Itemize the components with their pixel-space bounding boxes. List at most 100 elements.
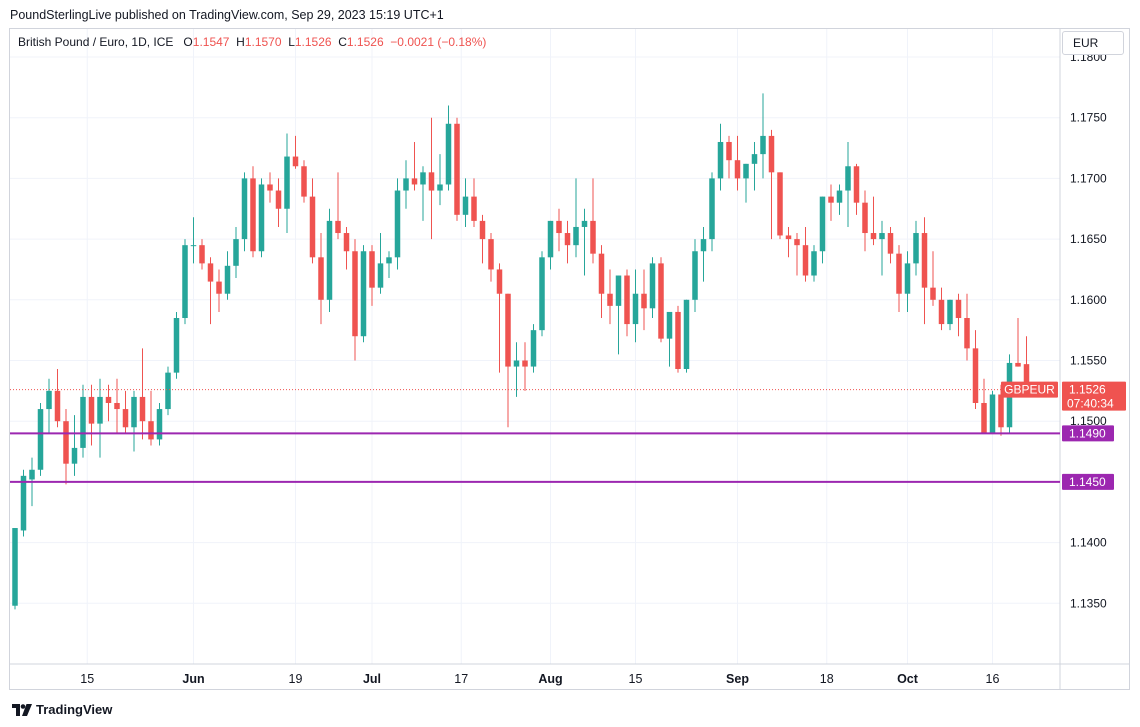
candle-body[interactable] bbox=[505, 293, 511, 367]
candle-body[interactable] bbox=[471, 196, 477, 221]
candle-body[interactable] bbox=[97, 396, 103, 424]
candle-body[interactable] bbox=[981, 402, 987, 434]
candle-body[interactable] bbox=[904, 263, 911, 294]
candle-body[interactable] bbox=[879, 233, 885, 240]
candle-body[interactable] bbox=[241, 178, 248, 240]
symbol-title[interactable]: British Pound / Euro, 1D, ICE bbox=[18, 35, 174, 49]
candle-body[interactable] bbox=[428, 172, 435, 191]
candle-body[interactable] bbox=[377, 263, 384, 288]
candle-body[interactable] bbox=[700, 239, 707, 252]
candle-body[interactable] bbox=[275, 190, 282, 209]
candle-body[interactable] bbox=[632, 293, 639, 325]
candle-body[interactable] bbox=[360, 251, 367, 337]
candle-body[interactable] bbox=[301, 166, 307, 197]
candle-body[interactable] bbox=[369, 251, 375, 288]
candle-body[interactable] bbox=[479, 220, 486, 240]
candle-body[interactable] bbox=[938, 299, 945, 325]
candle-body[interactable] bbox=[666, 311, 673, 339]
candle-body[interactable] bbox=[998, 394, 1004, 428]
candle-body[interactable] bbox=[887, 233, 894, 254]
candle-body[interactable] bbox=[114, 402, 120, 410]
candle-body[interactable] bbox=[828, 196, 834, 203]
candle-body[interactable] bbox=[802, 245, 809, 276]
candle-body[interactable] bbox=[437, 184, 443, 191]
candle-body[interactable] bbox=[216, 281, 222, 294]
candle-body[interactable] bbox=[454, 123, 460, 215]
candle-body[interactable] bbox=[989, 394, 996, 434]
candle-body[interactable] bbox=[590, 220, 596, 254]
candle-body[interactable] bbox=[63, 421, 69, 464]
candle-body[interactable] bbox=[46, 390, 52, 410]
candle-body[interactable] bbox=[318, 257, 324, 300]
candle-body[interactable] bbox=[37, 409, 44, 470]
candle-body[interactable] bbox=[12, 528, 18, 606]
candle-body[interactable] bbox=[607, 293, 613, 306]
candle-body[interactable] bbox=[1023, 364, 1030, 390]
candle-body[interactable] bbox=[649, 263, 656, 309]
candle-body[interactable] bbox=[530, 330, 537, 367]
candle-body[interactable] bbox=[54, 390, 61, 422]
candle-body[interactable] bbox=[522, 360, 528, 367]
candle-body[interactable] bbox=[624, 275, 630, 325]
candle-body[interactable] bbox=[190, 245, 197, 247]
candle-body[interactable] bbox=[615, 275, 622, 306]
candle-body[interactable] bbox=[250, 178, 256, 252]
candle-body[interactable] bbox=[556, 220, 562, 234]
candle-body[interactable] bbox=[836, 190, 843, 203]
candle-body[interactable] bbox=[777, 172, 783, 236]
candle-body[interactable] bbox=[233, 239, 239, 266]
candle-body[interactable] bbox=[182, 245, 188, 319]
candle-body[interactable] bbox=[743, 163, 749, 179]
candle-body[interactable] bbox=[972, 348, 979, 403]
candle-body[interactable] bbox=[658, 263, 664, 339]
candle-body[interactable] bbox=[896, 253, 902, 294]
candle-body[interactable] bbox=[462, 196, 469, 215]
candle-body[interactable] bbox=[709, 178, 715, 240]
candle-body[interactable] bbox=[547, 220, 554, 258]
candle-body[interactable] bbox=[862, 202, 868, 234]
candle-body[interactable] bbox=[88, 396, 95, 424]
candle-body[interactable] bbox=[564, 233, 571, 246]
candle-body[interactable] bbox=[131, 396, 137, 428]
candle-body[interactable] bbox=[420, 172, 426, 185]
candle-body[interactable] bbox=[539, 257, 545, 331]
candle-body[interactable] bbox=[80, 396, 86, 448]
candle-body[interactable] bbox=[794, 239, 800, 246]
currency-button[interactable]: EUR bbox=[1062, 31, 1124, 55]
candle-body[interactable] bbox=[947, 299, 953, 325]
candle-body[interactable] bbox=[683, 299, 690, 369]
candle-body[interactable] bbox=[352, 251, 358, 337]
candle-body[interactable] bbox=[913, 233, 919, 264]
candle-body[interactable] bbox=[581, 220, 588, 227]
candle-body[interactable] bbox=[403, 178, 409, 191]
candle-body[interactable] bbox=[845, 166, 851, 191]
candle-body[interactable] bbox=[20, 475, 27, 531]
candle-body[interactable] bbox=[513, 360, 520, 367]
tradingview-footer[interactable]: TradingView bbox=[12, 702, 112, 717]
candle-body[interactable] bbox=[148, 421, 154, 440]
candle-body[interactable] bbox=[207, 263, 214, 282]
candle-body[interactable] bbox=[335, 220, 341, 234]
candle-body[interactable] bbox=[760, 135, 766, 155]
candle-body[interactable] bbox=[105, 396, 112, 403]
candle-body[interactable] bbox=[734, 160, 741, 179]
candle-body[interactable] bbox=[641, 293, 647, 309]
candle-body[interactable] bbox=[156, 409, 163, 440]
candle-body[interactable] bbox=[488, 239, 494, 270]
candle-body[interactable] bbox=[598, 253, 605, 294]
candle-body[interactable] bbox=[573, 226, 579, 246]
candle-body[interactable] bbox=[921, 233, 928, 288]
candle-body[interactable] bbox=[394, 190, 401, 258]
candle-body[interactable] bbox=[326, 220, 333, 300]
candle-body[interactable] bbox=[751, 154, 758, 164]
candle-body[interactable] bbox=[258, 184, 265, 252]
candle-body[interactable] bbox=[964, 318, 970, 349]
candle-body[interactable] bbox=[445, 123, 452, 185]
candle-body[interactable] bbox=[284, 156, 290, 209]
candle-body[interactable] bbox=[122, 409, 129, 428]
candle-body[interactable] bbox=[675, 311, 681, 369]
candle-body[interactable] bbox=[785, 235, 792, 240]
candle-body[interactable] bbox=[853, 166, 860, 203]
candle-body[interactable] bbox=[768, 135, 775, 173]
